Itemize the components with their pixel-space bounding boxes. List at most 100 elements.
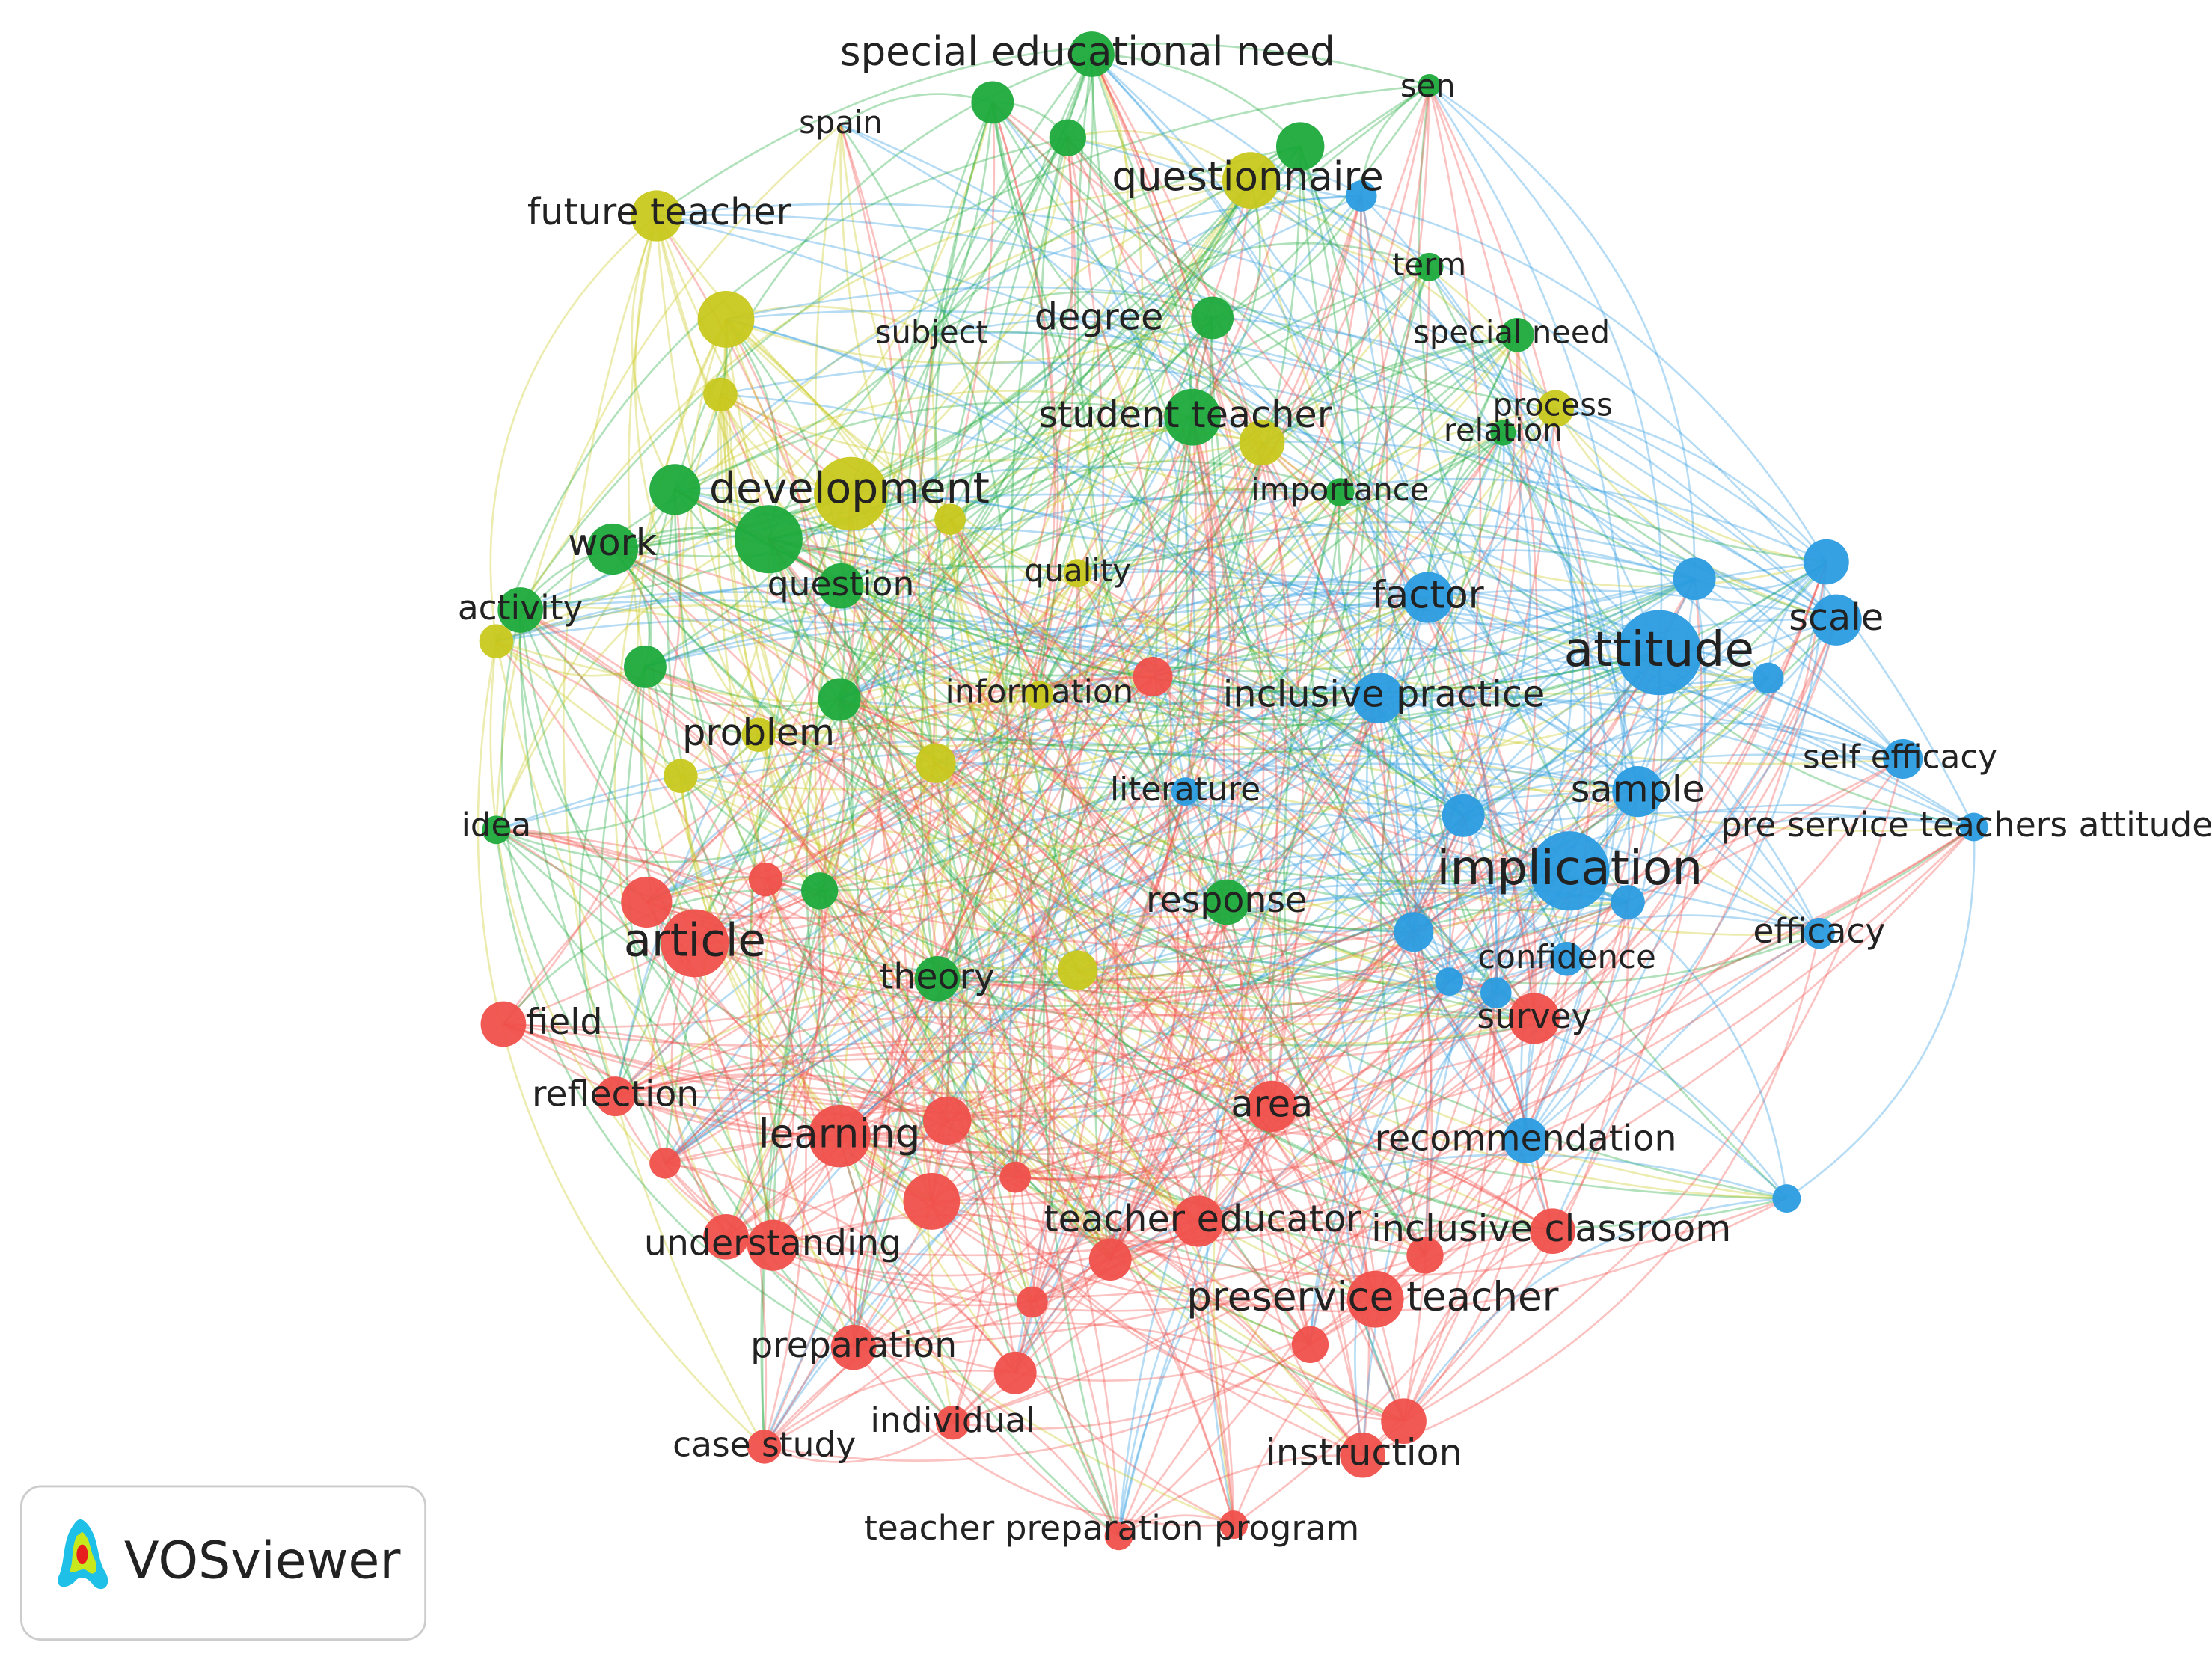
edge	[839, 530, 1695, 701]
edge	[1354, 992, 1497, 1456]
edge	[931, 331, 1904, 760]
node	[818, 678, 861, 721]
edge	[503, 790, 1639, 1047]
edge	[1067, 137, 1194, 417]
edge	[1551, 932, 1820, 1232]
edge	[850, 493, 1052, 1373]
edge	[768, 538, 1787, 1200]
edge	[839, 85, 1431, 1137]
edge	[496, 604, 1041, 696]
edge	[1378, 693, 1639, 793]
edge	[764, 1254, 1426, 1462]
edge	[1175, 317, 1427, 1256]
node	[1503, 1118, 1548, 1163]
edge	[1109, 561, 1827, 1261]
edge	[656, 215, 1821, 934]
edge	[949, 518, 1098, 1302]
edge	[694, 195, 1362, 945]
edge	[496, 828, 949, 1121]
node	[1381, 1398, 1427, 1445]
edge	[931, 291, 1213, 336]
edge	[612, 548, 1235, 1525]
edge	[1375, 1139, 1527, 1300]
edge	[519, 609, 840, 708]
edge	[839, 698, 1427, 1256]
edge	[679, 539, 770, 777]
edge	[1038, 583, 1429, 696]
edge	[1098, 318, 1379, 699]
edge	[1118, 578, 1695, 1537]
edge	[646, 494, 852, 903]
edge	[1379, 334, 1519, 1256]
edge	[952, 619, 1837, 1424]
node	[1191, 296, 1234, 340]
edge	[1309, 1017, 1535, 1345]
edge	[818, 762, 937, 892]
edge	[1077, 677, 1769, 977]
edge	[495, 640, 1235, 1525]
edge	[839, 1135, 1112, 1261]
edge	[496, 828, 1376, 1300]
node	[1219, 1510, 1249, 1540]
node	[936, 1405, 970, 1440]
edge	[839, 929, 1414, 1137]
edge	[1067, 137, 1827, 563]
edge	[991, 102, 1197, 792]
edge	[848, 493, 937, 765]
edge	[1225, 146, 1344, 903]
edge	[725, 318, 937, 764]
edge	[725, 318, 1079, 971]
edge	[724, 319, 1017, 1178]
node	[586, 523, 638, 575]
edge	[1502, 432, 1609, 1141]
edge	[991, 102, 1695, 581]
node	[649, 1147, 681, 1179]
edge	[949, 518, 1035, 1424]
edge	[612, 548, 1695, 705]
node	[1291, 1326, 1329, 1364]
edge	[503, 1023, 840, 1138]
edge	[1192, 180, 1261, 418]
edge	[496, 582, 1464, 817]
node	[1418, 73, 1441, 97]
edge	[1077, 334, 1519, 575]
node	[999, 1161, 1032, 1193]
edge	[819, 596, 1429, 892]
edge	[1076, 572, 1464, 817]
edge	[838, 1136, 1120, 1537]
edge	[949, 518, 1768, 695]
edge	[839, 652, 1659, 1137]
edge	[664, 416, 1193, 1163]
edge	[719, 394, 1017, 1178]
edge	[937, 442, 1263, 980]
edge	[991, 102, 1556, 410]
edge	[496, 748, 1820, 934]
edge	[1198, 619, 1837, 1222]
edge	[615, 1094, 1364, 1457]
edge	[839, 487, 1341, 700]
edge	[1271, 334, 1523, 1107]
edge	[656, 203, 1837, 621]
edge	[949, 518, 1201, 1222]
edge	[1448, 981, 1527, 1141]
node-label: relation	[1444, 412, 1563, 449]
edge	[1118, 958, 1568, 1537]
edge	[1337, 492, 1465, 817]
edge	[850, 493, 1464, 817]
edge	[1261, 441, 1536, 1019]
node	[1394, 912, 1434, 952]
edge	[679, 776, 933, 1202]
edge	[1014, 901, 1228, 1374]
edge	[1412, 652, 1660, 933]
edge	[949, 460, 1341, 521]
edge	[819, 334, 1519, 892]
node	[1058, 950, 1098, 990]
edge	[987, 180, 1251, 1302]
edge	[757, 518, 952, 1246]
edge	[726, 697, 1379, 1238]
node-label: individual	[870, 1400, 1035, 1440]
node	[1611, 885, 1645, 919]
edge	[935, 686, 1638, 793]
edge	[1076, 578, 1695, 971]
edge	[1225, 146, 1361, 903]
